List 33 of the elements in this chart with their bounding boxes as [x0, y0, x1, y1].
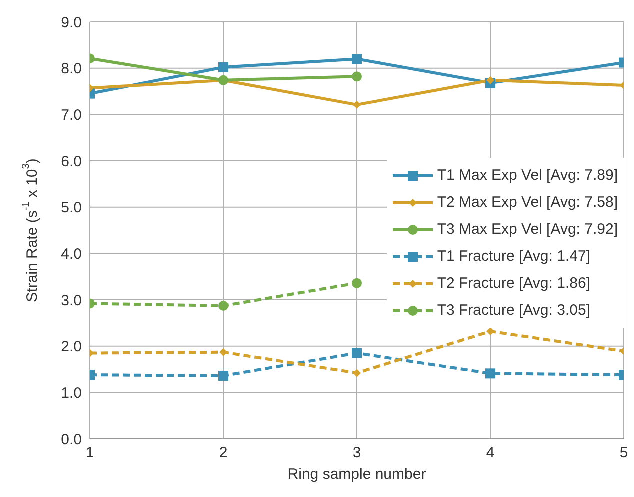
legend-label: T3 Max Exp Vel [Avg: 7.92] [437, 221, 618, 238]
y-tick-label: 9.0 [61, 14, 82, 32]
point [220, 348, 228, 356]
y-tick-label: 8.0 [61, 60, 82, 78]
legend-label: T2 Max Exp Vel [Avg: 7.58] [437, 194, 618, 211]
x-tick-label: 5 [620, 444, 628, 462]
y-tick-label: 4.0 [61, 246, 82, 263]
legend-label: T2 Fracture [Avg: 1.86] [437, 275, 590, 292]
y-tick-label: 1.0 [61, 384, 82, 402]
point [486, 368, 496, 379]
point [352, 348, 362, 358]
legend-label: T1 Max Exp Vel [Avg: 7.89] [437, 167, 618, 184]
point [218, 301, 228, 312]
point [353, 369, 361, 378]
point [218, 370, 228, 381]
point [218, 62, 228, 72]
x-tick-label: 4 [486, 444, 495, 462]
y-tick-label: 3.0 [61, 292, 82, 310]
legend-label: T3 Fracture [Avg: 3.05] [437, 302, 590, 319]
point [352, 72, 362, 82]
x-tick-label: 3 [352, 444, 362, 462]
x-axis-title: Ring sample number [288, 466, 426, 483]
y-tick-label: 0.0 [61, 431, 82, 448]
point [486, 328, 494, 336]
y-tick-label: 6.0 [61, 153, 82, 170]
point [352, 54, 362, 64]
y-tick-label: 2.0 [61, 338, 82, 356]
point [352, 278, 362, 288]
legend-label: T1 Fracture [Avg: 1.47] [437, 248, 590, 265]
x-tick-label: 2 [219, 444, 228, 462]
y-tick-label: 5.0 [61, 200, 82, 217]
y-tick-label: 7.0 [61, 106, 82, 124]
x-tick-label: 1 [86, 444, 94, 462]
